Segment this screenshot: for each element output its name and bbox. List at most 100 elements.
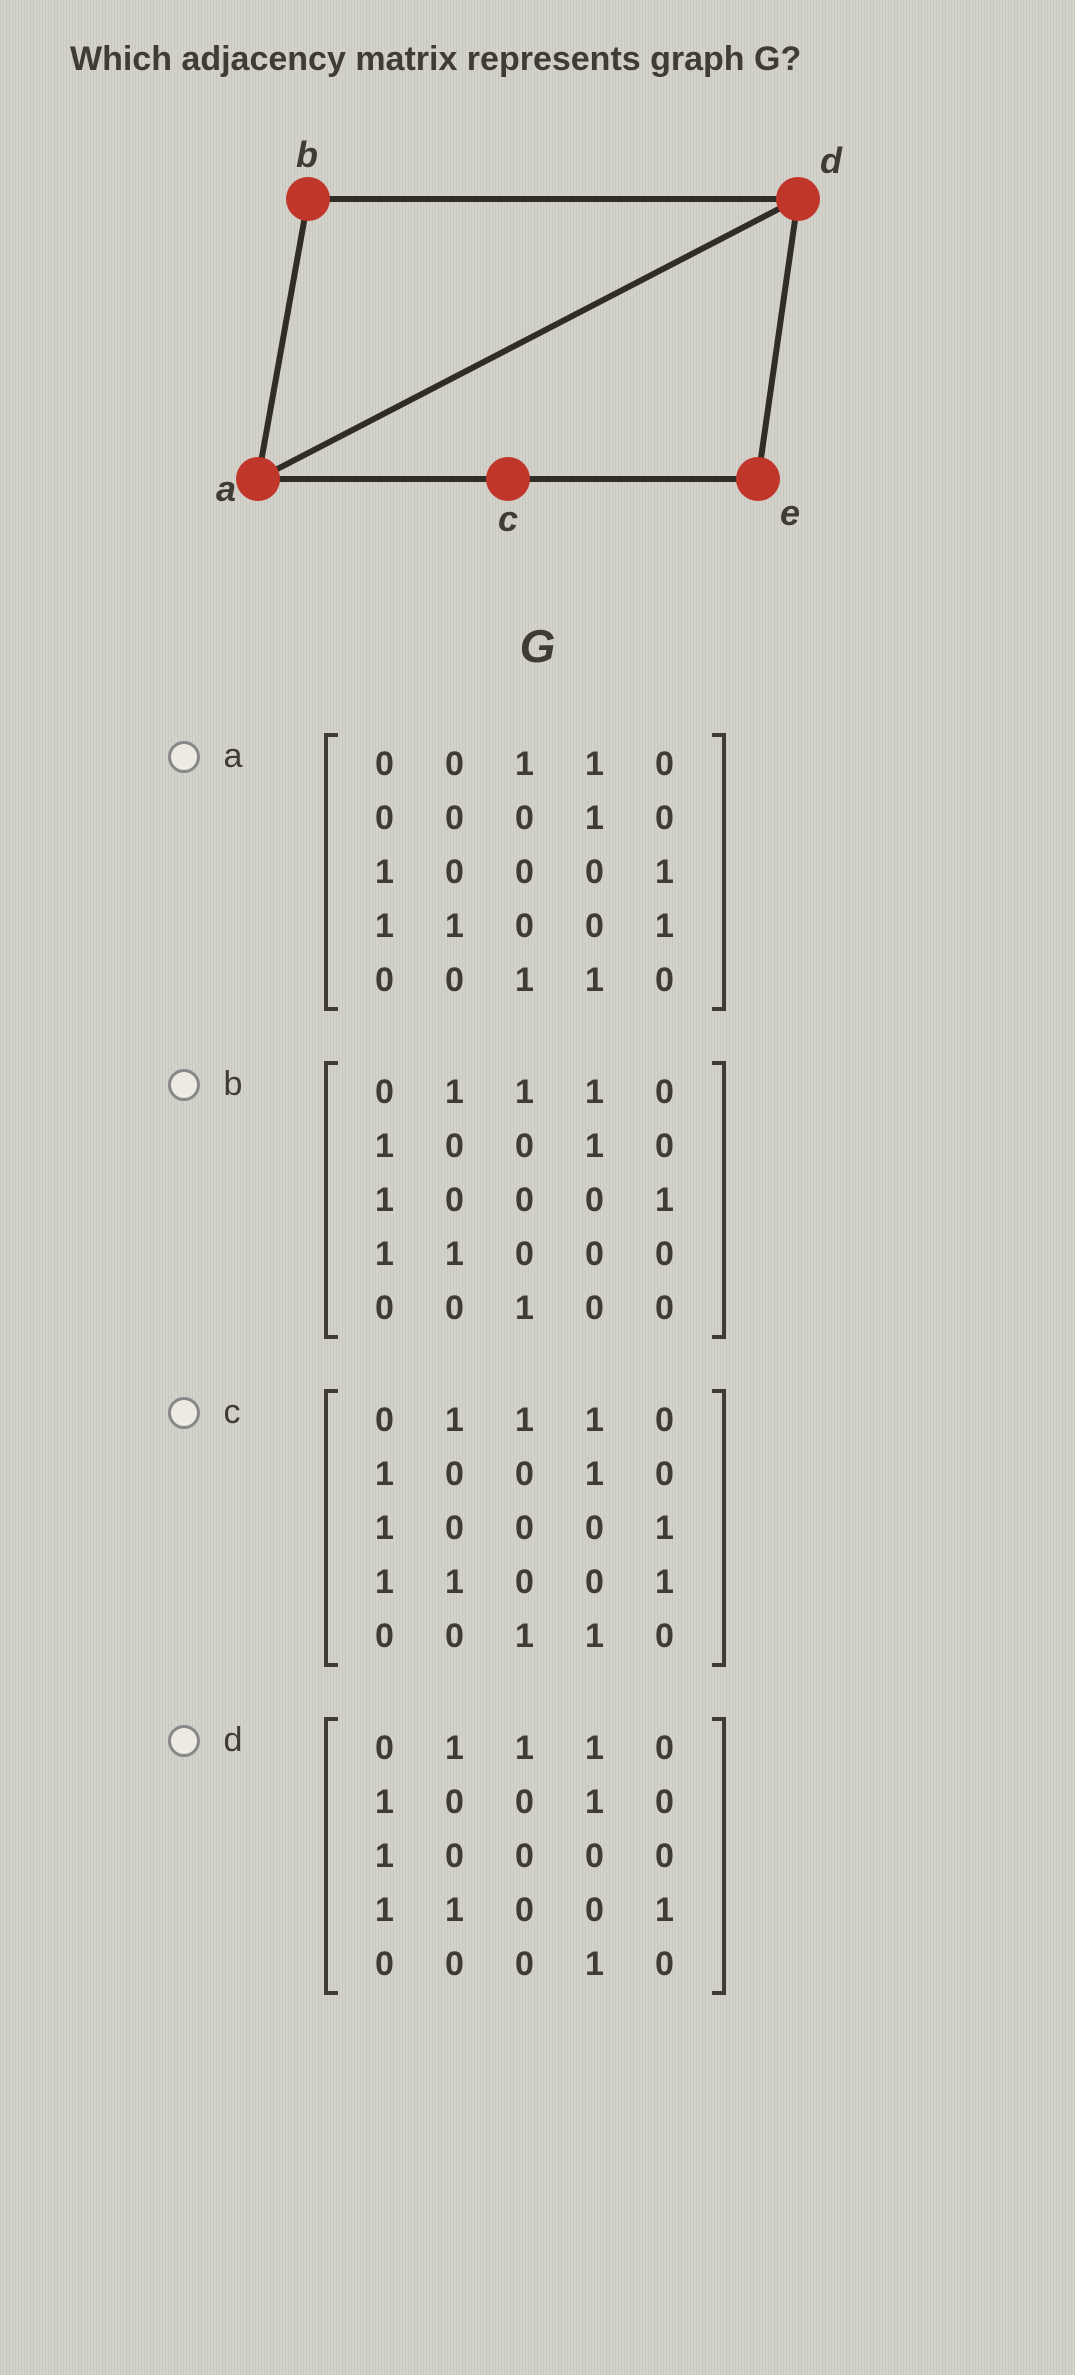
question-text: Which adjacency matrix represents graph … <box>70 40 1005 79</box>
matrix-row: 11001 <box>350 899 700 953</box>
matrix-cell: 1 <box>560 953 630 1007</box>
matrix-cell: 0 <box>420 1501 490 1555</box>
matrix-b: 0111010010100011100000100 <box>324 1061 726 1339</box>
matrix-cell: 0 <box>420 1937 490 1991</box>
matrix-cell: 0 <box>490 1775 560 1829</box>
option-label: d <box>224 1721 264 1760</box>
bracket-bar <box>722 1389 726 1667</box>
bracket-bar <box>324 733 328 1011</box>
matrix-cell: 0 <box>420 1447 490 1501</box>
matrix-cell: 1 <box>350 1173 420 1227</box>
matrix-row: 10001 <box>350 1173 700 1227</box>
bracket-bar <box>324 1717 328 1995</box>
matrix-cell: 1 <box>630 1883 700 1937</box>
node-e <box>736 457 780 501</box>
matrix-cell: 1 <box>490 737 560 791</box>
matrix-row: 01110 <box>350 1721 700 1775</box>
matrix-cell: 0 <box>420 737 490 791</box>
edge-a-d <box>258 199 798 479</box>
matrix-cell: 1 <box>420 1721 490 1775</box>
matrix-cell: 1 <box>560 737 630 791</box>
matrix-row: 00100 <box>350 1281 700 1335</box>
matrix-cell: 1 <box>630 845 700 899</box>
matrix-cell: 1 <box>420 1883 490 1937</box>
matrix-cell: 1 <box>560 1447 630 1501</box>
matrix-row: 10001 <box>350 1501 700 1555</box>
matrix-cell: 0 <box>490 1829 560 1883</box>
matrix-cell: 1 <box>350 1227 420 1281</box>
matrix-cell: 1 <box>630 1173 700 1227</box>
option-label: b <box>224 1065 264 1104</box>
matrix-cell: 0 <box>420 1829 490 1883</box>
option-c: c0111010010100011100100110 <box>168 1389 908 1667</box>
matrix-d: 0111010010100001100100010 <box>324 1717 726 1995</box>
matrix-cell: 0 <box>420 1119 490 1173</box>
matrix-cell: 1 <box>420 1555 490 1609</box>
matrix-cell: 0 <box>560 845 630 899</box>
node-c <box>486 457 530 501</box>
matrix-cell: 0 <box>490 1883 560 1937</box>
matrix-cell: 1 <box>490 1393 560 1447</box>
bracket-left <box>324 1717 338 1995</box>
node-label-d: d <box>820 140 843 181</box>
radio-a[interactable] <box>168 741 200 773</box>
matrix-cell: 0 <box>490 1937 560 1991</box>
matrix-cell: 0 <box>630 1829 700 1883</box>
matrix-rows: 0111010010100011100000100 <box>338 1061 712 1339</box>
radio-c[interactable] <box>168 1397 200 1429</box>
radio-d[interactable] <box>168 1725 200 1757</box>
graph-figure: abcde <box>198 139 878 579</box>
matrix-cell: 0 <box>350 1393 420 1447</box>
bracket-bar <box>324 1389 328 1667</box>
node-label-a: a <box>216 468 236 509</box>
matrix-cell: 0 <box>350 1937 420 1991</box>
node-label-b: b <box>296 139 318 175</box>
matrix-cell: 0 <box>630 791 700 845</box>
matrix-cell: 0 <box>630 737 700 791</box>
matrix-cell: 0 <box>490 1227 560 1281</box>
matrix-cell: 1 <box>560 1609 630 1663</box>
matrix-cell: 1 <box>420 1393 490 1447</box>
matrix-cell: 0 <box>420 953 490 1007</box>
bracket-right <box>712 733 726 1011</box>
bracket-bar <box>722 1717 726 1995</box>
matrix-cell: 1 <box>350 845 420 899</box>
matrix-a: 0011000010100011100100110 <box>324 733 726 1011</box>
matrix-cell: 1 <box>630 1555 700 1609</box>
matrix-row: 11000 <box>350 1227 700 1281</box>
matrix-cell: 1 <box>350 899 420 953</box>
matrix-row: 01110 <box>350 1393 700 1447</box>
matrix-row: 00110 <box>350 953 700 1007</box>
option-label: a <box>224 737 264 776</box>
matrix-cell: 1 <box>420 1065 490 1119</box>
matrix-cell: 0 <box>490 1119 560 1173</box>
matrix-cell: 0 <box>630 1227 700 1281</box>
matrix-cell: 0 <box>350 953 420 1007</box>
option-d: d 0111010010100001100100010 <box>168 1717 908 1995</box>
graph-svg: abcde <box>198 139 878 579</box>
edge-d-e <box>758 199 798 479</box>
matrix-cell: 0 <box>630 1775 700 1829</box>
matrix-row: 10000 <box>350 1829 700 1883</box>
matrix-cell: 1 <box>560 1393 630 1447</box>
matrix-cell: 1 <box>350 1775 420 1829</box>
matrix-cell: 1 <box>560 1119 630 1173</box>
bracket-right <box>712 1389 726 1667</box>
matrix-cell: 0 <box>490 791 560 845</box>
node-label-c: c <box>498 498 518 539</box>
matrix-cell: 0 <box>490 899 560 953</box>
matrix-cell: 1 <box>350 1555 420 1609</box>
option-a: a 0011000010100011100100110 <box>168 733 908 1011</box>
matrix-cell: 1 <box>490 1609 560 1663</box>
matrix-cell: 0 <box>490 1447 560 1501</box>
matrix-row: 00010 <box>350 1937 700 1991</box>
matrix-row: 00010 <box>350 791 700 845</box>
matrix-cell: 0 <box>420 1281 490 1335</box>
matrix-cell: 1 <box>560 1721 630 1775</box>
bracket-right <box>712 1717 726 1995</box>
matrix-cell: 0 <box>630 1281 700 1335</box>
radio-b[interactable] <box>168 1069 200 1101</box>
matrix-rows: 0111010010100011100100110 <box>338 1389 712 1667</box>
matrix-cell: 0 <box>490 1501 560 1555</box>
bracket-left <box>324 1061 338 1339</box>
